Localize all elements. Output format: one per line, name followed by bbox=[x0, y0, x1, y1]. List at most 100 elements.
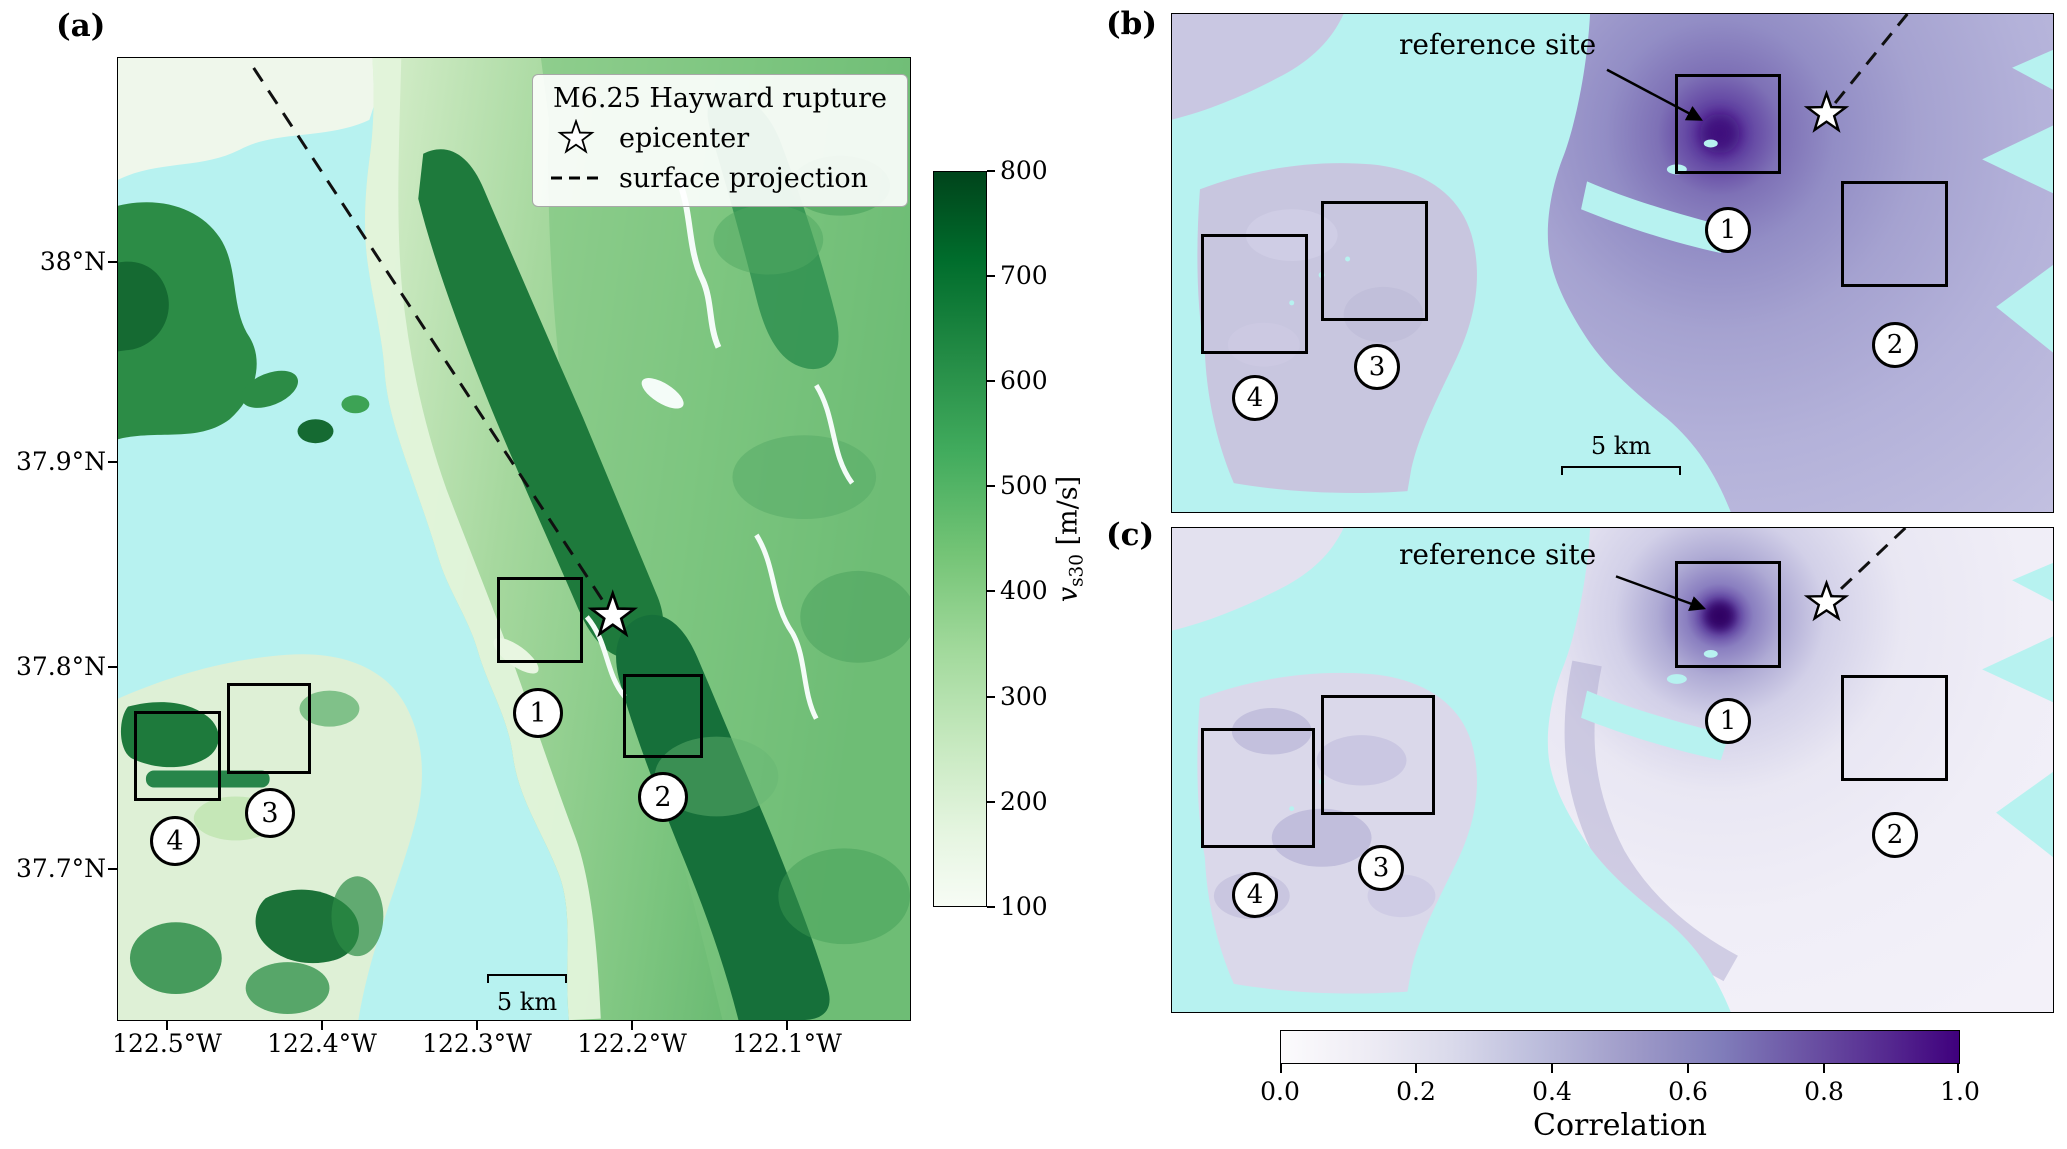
colorbar-tick bbox=[987, 590, 995, 592]
colorbar-tick bbox=[987, 696, 995, 698]
legend-epicenter-label: epicenter bbox=[619, 122, 750, 154]
site-marker-1: 1 bbox=[513, 688, 563, 738]
marin-land bbox=[1172, 14, 1344, 120]
axis-tick bbox=[108, 868, 117, 870]
site-marker-4: 4 bbox=[150, 816, 200, 866]
site-marker-2: 2 bbox=[638, 772, 688, 822]
reference-site-annotation: reference site bbox=[1399, 28, 1597, 61]
site-box-2 bbox=[623, 674, 703, 758]
site-box-4 bbox=[1201, 728, 1315, 848]
colorbar-tick bbox=[1280, 1064, 1282, 1073]
site-box-4 bbox=[134, 711, 221, 801]
colorbar-tick bbox=[987, 275, 995, 277]
site-box-1 bbox=[1675, 74, 1781, 174]
surface-projection-line bbox=[252, 67, 615, 617]
colorbar-tick bbox=[987, 485, 995, 487]
epicenter-star-icon bbox=[1803, 89, 1850, 133]
axis-tick bbox=[166, 1021, 168, 1030]
scale-bar-label: 5 km bbox=[496, 988, 558, 1016]
site-box-1 bbox=[497, 577, 583, 663]
colorbar-tick bbox=[1551, 1064, 1553, 1073]
estuary-channels bbox=[1581, 562, 2053, 858]
panel-c-map: reference site 1 2 3 4 bbox=[1171, 527, 2054, 1013]
panel-a-label: (a) bbox=[56, 8, 106, 44]
site-marker-3: 3 bbox=[1354, 344, 1400, 390]
site-box-4 bbox=[1201, 234, 1308, 354]
cbar-tick-300: 300 bbox=[1000, 682, 1048, 711]
colorbar-tick bbox=[1823, 1064, 1825, 1073]
y-tick-38N: 38°N bbox=[39, 247, 106, 276]
corr-tick-0.6: 0.6 bbox=[1668, 1077, 1708, 1106]
vs30-colorbar-label: vs30 [m/s] bbox=[1052, 475, 1088, 603]
site-box-3 bbox=[1321, 695, 1435, 815]
cbar-tick-100: 100 bbox=[1000, 892, 1048, 921]
legend: M6.25 Hayward rupture epicenter surface … bbox=[532, 74, 908, 207]
annotation-arrow bbox=[1606, 68, 1703, 121]
scale-bar bbox=[1561, 466, 1681, 475]
annotation-arrow bbox=[1615, 575, 1707, 612]
golden-gate-park bbox=[145, 770, 270, 788]
axis-tick bbox=[108, 666, 117, 668]
correlation-colorbar-label: Correlation bbox=[1533, 1108, 1707, 1143]
surface-projection-line bbox=[1825, 528, 1907, 604]
site-marker-4: 4 bbox=[1232, 375, 1278, 421]
colorbar-tick bbox=[987, 380, 995, 382]
estuary-channels bbox=[1581, 49, 2053, 353]
x-tick-122.5W: 122.5°W bbox=[112, 1029, 222, 1058]
epicenter-star-icon bbox=[587, 589, 639, 638]
legend-surface-projection-label: surface projection bbox=[619, 162, 868, 194]
cbar-tick-700: 700 bbox=[1000, 261, 1048, 290]
legend-title: M6.25 Hayward rupture bbox=[553, 83, 887, 114]
scale-bar-label: 5 km bbox=[1590, 432, 1652, 460]
panel-a-map: 1 2 3 4 5 km M6.25 Hayward rupture epice… bbox=[117, 57, 911, 1021]
marin-land bbox=[1172, 528, 1344, 631]
corr-tick-0.4: 0.4 bbox=[1532, 1077, 1572, 1106]
site-box-3 bbox=[1321, 201, 1428, 321]
x-tick-122.2W: 122.2°W bbox=[577, 1029, 687, 1058]
site-marker-2: 2 bbox=[1872, 812, 1918, 858]
marin-headlands bbox=[118, 202, 370, 444]
corr-tick-1.0: 1.0 bbox=[1940, 1077, 1980, 1106]
axis-tick bbox=[321, 1021, 323, 1030]
cbar-tick-500: 500 bbox=[1000, 471, 1048, 500]
corr-tick-0.0: 0.0 bbox=[1260, 1077, 1300, 1106]
east-bay-landmass bbox=[1547, 14, 2053, 512]
colorbar-tick bbox=[987, 906, 995, 908]
reference-site-annotation: reference site bbox=[1399, 538, 1597, 571]
site-box-3 bbox=[227, 683, 311, 774]
y-tick-37.8N: 37.8°N bbox=[15, 652, 106, 681]
site-marker-3: 3 bbox=[245, 788, 295, 838]
cbar-tick-400: 400 bbox=[1000, 576, 1048, 605]
cbar-tick-600: 600 bbox=[1000, 366, 1048, 395]
corr-tick-0.8: 0.8 bbox=[1804, 1077, 1844, 1106]
panel-b-map: reference site 1 2 3 4 5 km bbox=[1171, 13, 2054, 513]
axis-tick bbox=[108, 261, 117, 263]
colorbar-tick bbox=[1957, 1064, 1959, 1073]
scale-bar bbox=[487, 974, 567, 983]
east-bay-landmass bbox=[1547, 528, 2053, 1012]
axis-tick bbox=[786, 1021, 788, 1030]
north-lowland bbox=[118, 58, 390, 180]
site-marker-3: 3 bbox=[1358, 845, 1404, 891]
site-marker-2: 2 bbox=[1872, 322, 1918, 368]
y-tick-37.7N: 37.7°N bbox=[15, 854, 106, 883]
axis-tick bbox=[108, 461, 117, 463]
site-marker-1: 1 bbox=[1705, 698, 1751, 744]
colorbar-tick bbox=[987, 801, 995, 803]
legend-row-epicenter: epicenter bbox=[547, 118, 893, 158]
axis-tick bbox=[476, 1021, 478, 1030]
epicenter-star-icon bbox=[547, 119, 605, 157]
epicenter-star-icon bbox=[1803, 579, 1850, 622]
x-tick-122.1W: 122.1°W bbox=[732, 1029, 842, 1058]
site-marker-4: 4 bbox=[1232, 872, 1278, 918]
alameda-island bbox=[493, 637, 539, 674]
site-marker-1: 1 bbox=[1705, 207, 1751, 253]
reservoir bbox=[641, 378, 684, 409]
colorbar-tick bbox=[1687, 1064, 1689, 1073]
site-box-2 bbox=[1841, 675, 1948, 781]
site-box-1 bbox=[1675, 561, 1781, 668]
panel-c-label: (c) bbox=[1106, 517, 1155, 553]
colorbar-tick bbox=[1415, 1064, 1417, 1073]
panel-b-label: (b) bbox=[1106, 6, 1158, 42]
cbar-tick-200: 200 bbox=[1000, 787, 1048, 816]
